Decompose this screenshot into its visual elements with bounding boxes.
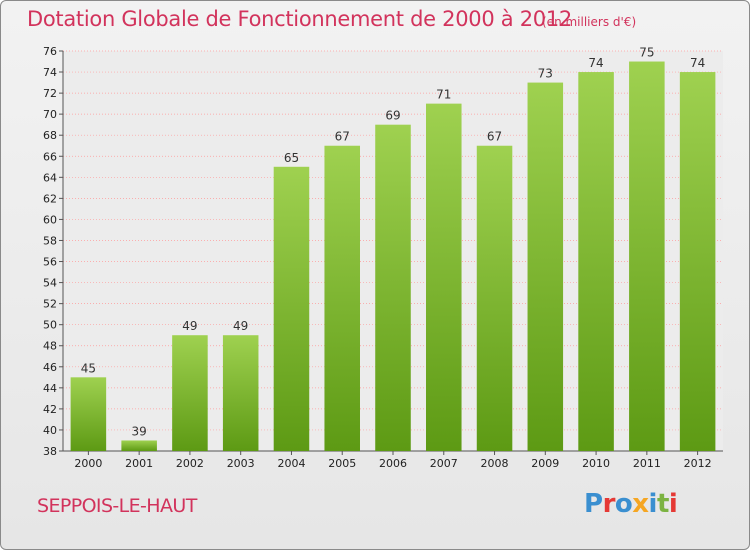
x-tick-label-2007: 2007 xyxy=(430,457,458,470)
x-tick-label-2011: 2011 xyxy=(633,457,661,470)
unit-label: (en milliers d'€) xyxy=(542,15,637,29)
bar-2005 xyxy=(324,145,360,451)
value-label-2007: 71 xyxy=(436,88,451,102)
value-label-2012: 74 xyxy=(690,56,705,70)
x-tick-label-2003: 2003 xyxy=(227,457,255,470)
bar-2006 xyxy=(375,124,411,452)
y-tick-label: 50 xyxy=(43,319,57,332)
y-tick-label: 76 xyxy=(43,45,57,58)
value-label-2010: 74 xyxy=(588,56,603,70)
value-label-2009: 73 xyxy=(538,67,553,81)
y-tick-label: 60 xyxy=(43,213,57,226)
y-tick-label: 70 xyxy=(43,108,57,121)
value-label-2002: 49 xyxy=(182,319,197,333)
value-label-2000: 45 xyxy=(81,361,96,375)
bar-2010 xyxy=(578,72,614,451)
x-tick-label-2008: 2008 xyxy=(481,457,509,470)
x-tick-label-2005: 2005 xyxy=(328,457,356,470)
x-tick-label-2001: 2001 xyxy=(125,457,153,470)
value-label-2003: 49 xyxy=(233,319,248,333)
value-label-2005: 67 xyxy=(335,130,350,144)
x-tick-label-2012: 2012 xyxy=(684,457,712,470)
y-tick-label: 64 xyxy=(43,171,57,184)
y-tick-label: 38 xyxy=(43,445,57,458)
y-tick-label: 42 xyxy=(43,403,57,416)
bar-2001 xyxy=(121,440,157,451)
y-tick-label: 74 xyxy=(43,66,57,79)
x-tick-label-2006: 2006 xyxy=(379,457,407,470)
chart-title: Dotation Globale de Fonctionnement de 20… xyxy=(27,7,572,31)
y-tick-label: 72 xyxy=(43,87,57,100)
value-label-2006: 69 xyxy=(385,109,400,123)
y-tick-label: 40 xyxy=(43,424,57,437)
y-tick-label: 54 xyxy=(43,277,57,290)
y-tick-label: 52 xyxy=(43,298,57,311)
y-tick-label: 58 xyxy=(43,234,57,247)
y-tick-label: 66 xyxy=(43,150,57,163)
x-tick-label-2002: 2002 xyxy=(176,457,204,470)
y-tick-label: 44 xyxy=(43,382,57,395)
bar-2008 xyxy=(476,145,513,451)
bar-2002 xyxy=(172,335,208,451)
y-tick-label: 56 xyxy=(43,256,57,269)
value-label-2008: 67 xyxy=(487,130,502,144)
bar-2007 xyxy=(426,103,462,451)
bar-2012 xyxy=(679,72,716,451)
y-tick-label: 62 xyxy=(43,192,57,205)
bar-2000 xyxy=(70,377,107,451)
value-label-2001: 39 xyxy=(132,424,147,438)
x-tick-label-2009: 2009 xyxy=(531,457,559,470)
y-tick-label: 68 xyxy=(43,129,57,142)
value-label-2004: 65 xyxy=(284,151,299,165)
bar-2011 xyxy=(629,61,665,452)
x-tick-label-2004: 2004 xyxy=(277,457,305,470)
value-label-2011: 75 xyxy=(639,46,654,60)
x-tick-label-2010: 2010 xyxy=(582,457,610,470)
bar-2009 xyxy=(527,82,564,451)
y-tick-label: 46 xyxy=(43,361,57,374)
bar-2003 xyxy=(222,335,259,451)
commune-name: SEPPOIS-LE-HAUT xyxy=(37,495,197,517)
bar-2004 xyxy=(273,166,310,451)
x-tick-label-2000: 2000 xyxy=(74,457,102,470)
proxiti-logo[interactable]: Proxiti xyxy=(584,489,678,519)
y-tick-label: 48 xyxy=(43,340,57,353)
